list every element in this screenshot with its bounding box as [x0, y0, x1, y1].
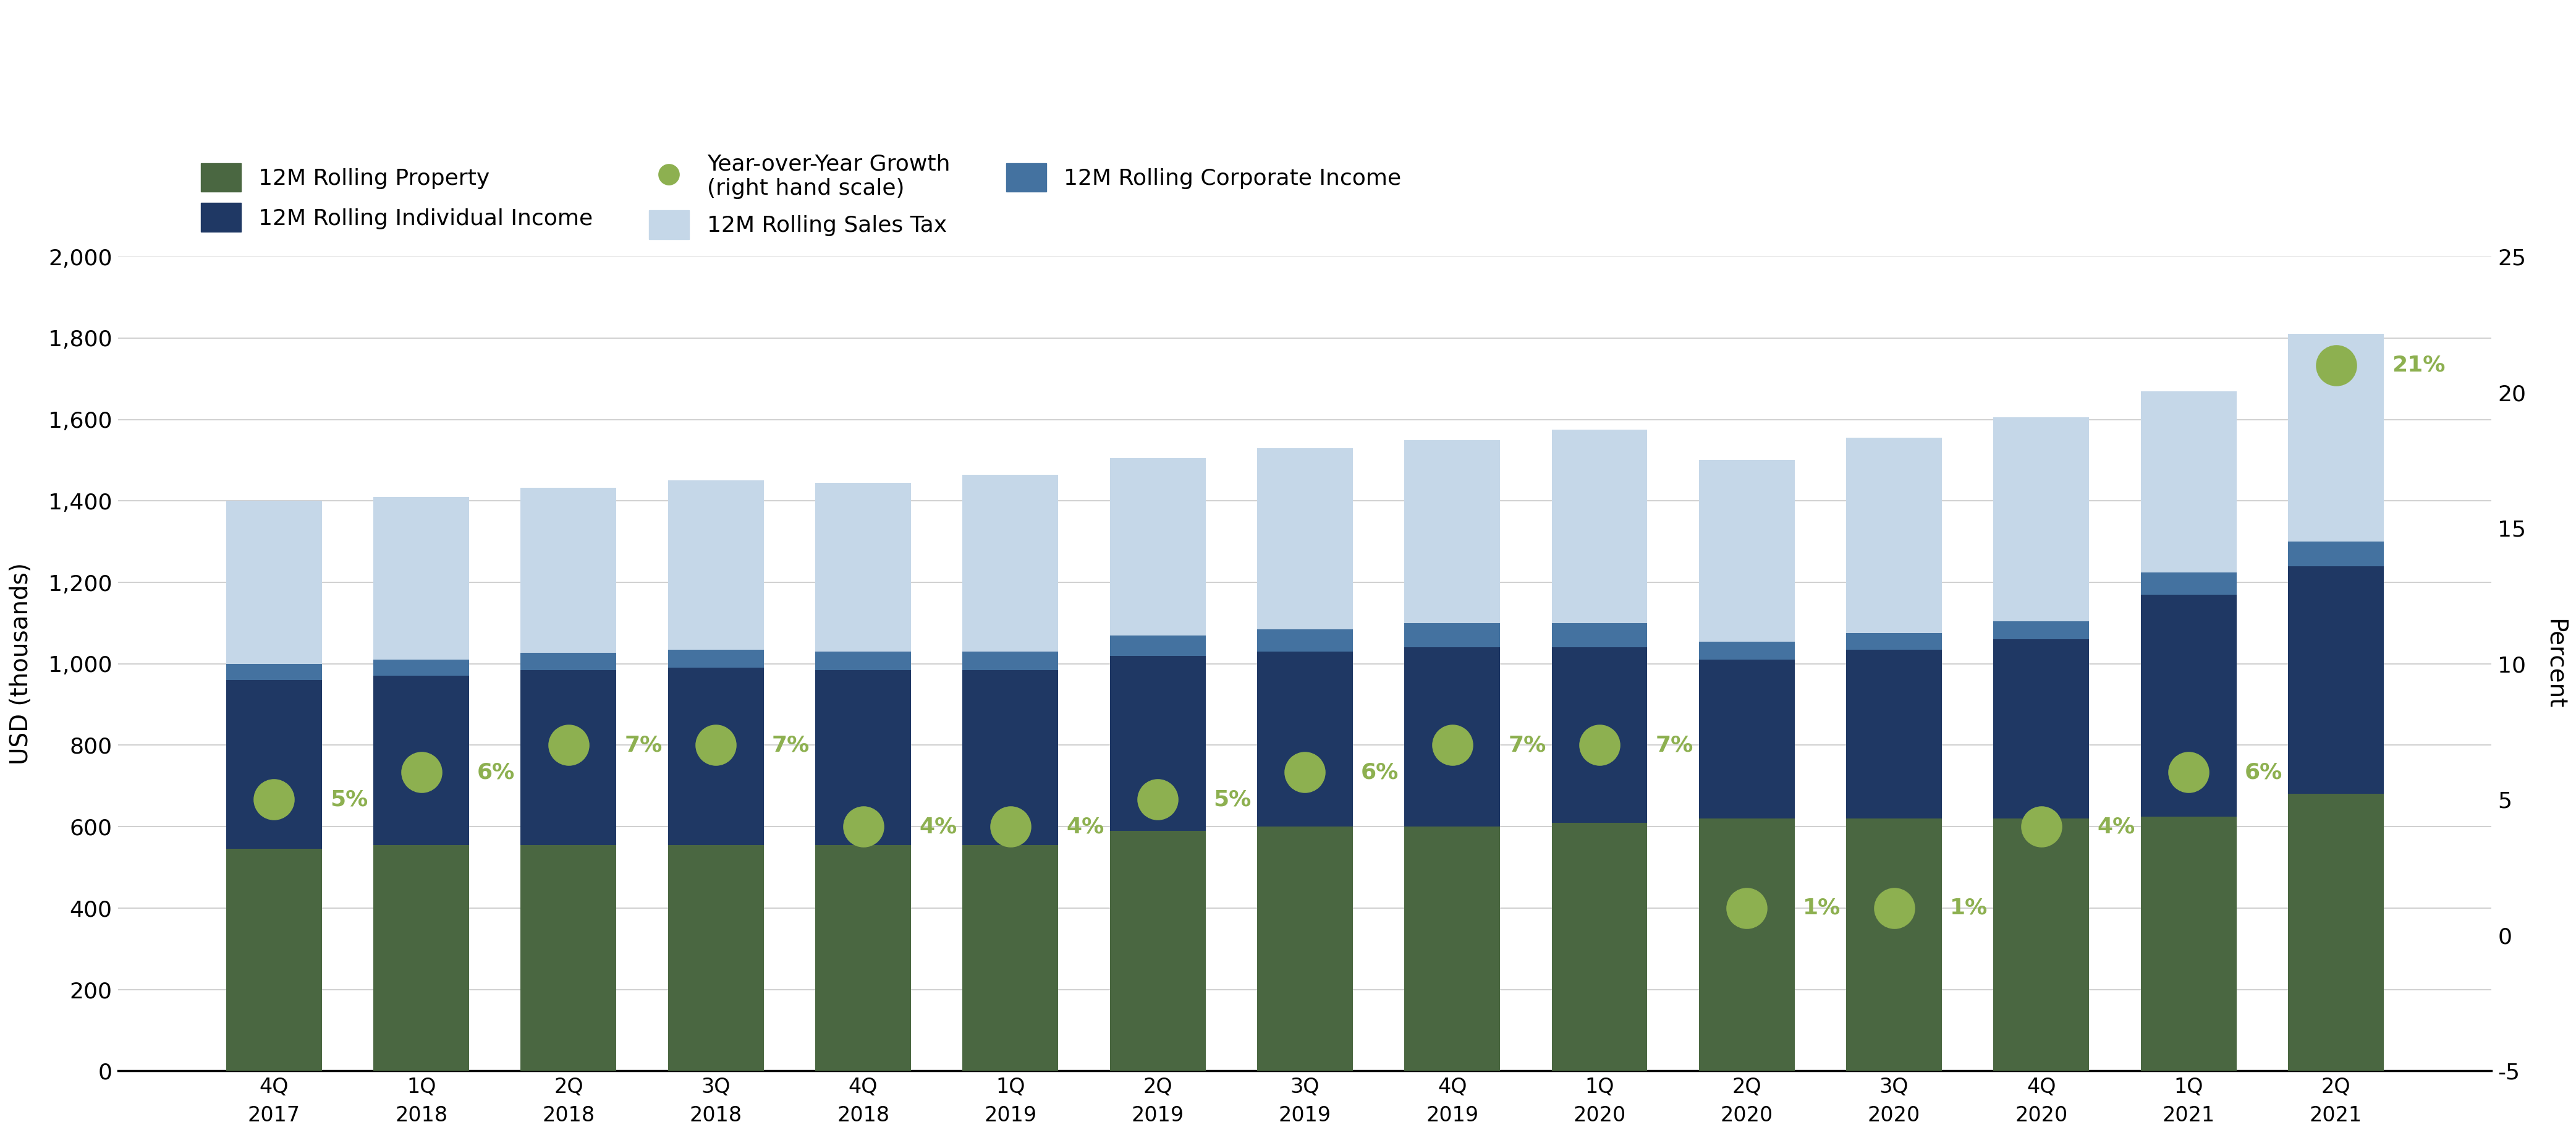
- Bar: [1257, 629, 1352, 651]
- Bar: [1110, 831, 1206, 1071]
- Text: 4%: 4%: [2097, 816, 2136, 838]
- Bar: [374, 676, 469, 844]
- Bar: [1551, 647, 1649, 823]
- Point: [1285, 763, 1327, 781]
- Text: 21%: 21%: [2393, 355, 2445, 376]
- Point: [549, 737, 590, 755]
- Text: 1%: 1%: [1803, 898, 1842, 918]
- Bar: [520, 670, 616, 844]
- Bar: [2287, 334, 2383, 541]
- Point: [2020, 817, 2061, 835]
- Bar: [1700, 460, 1795, 641]
- Bar: [814, 651, 912, 670]
- Point: [252, 790, 294, 808]
- Bar: [2141, 572, 2236, 595]
- Bar: [1847, 438, 1942, 633]
- Text: 7%: 7%: [623, 734, 662, 756]
- Bar: [963, 844, 1059, 1071]
- Point: [402, 763, 443, 781]
- Point: [1432, 737, 1473, 755]
- Bar: [1551, 430, 1649, 623]
- Bar: [1994, 418, 2089, 621]
- Text: 6%: 6%: [477, 762, 515, 783]
- Bar: [1404, 826, 1499, 1071]
- Y-axis label: USD (thousands): USD (thousands): [10, 563, 33, 765]
- Point: [1726, 899, 1767, 917]
- Bar: [2141, 392, 2236, 572]
- Bar: [1404, 440, 1499, 623]
- Bar: [1110, 636, 1206, 656]
- Bar: [1404, 623, 1499, 647]
- Bar: [227, 501, 322, 664]
- Point: [989, 817, 1030, 835]
- Bar: [1847, 649, 1942, 818]
- Text: 7%: 7%: [773, 734, 809, 756]
- Text: 1%: 1%: [1950, 898, 1989, 918]
- Bar: [963, 670, 1059, 844]
- Bar: [2287, 566, 2383, 794]
- Point: [1136, 790, 1177, 808]
- Bar: [667, 844, 762, 1071]
- Text: 6%: 6%: [1360, 762, 1399, 783]
- Text: 6%: 6%: [2244, 762, 2282, 783]
- Bar: [1700, 818, 1795, 1071]
- Bar: [2141, 816, 2236, 1071]
- Point: [2169, 763, 2210, 781]
- Bar: [667, 480, 762, 649]
- Bar: [2287, 794, 2383, 1071]
- Bar: [1847, 633, 1942, 649]
- Point: [696, 737, 737, 755]
- Point: [1579, 737, 1620, 755]
- Bar: [963, 651, 1059, 670]
- Bar: [227, 680, 322, 849]
- Bar: [1257, 826, 1352, 1071]
- Text: 4%: 4%: [920, 816, 956, 838]
- Bar: [1994, 621, 2089, 639]
- Bar: [227, 849, 322, 1071]
- Bar: [1110, 656, 1206, 831]
- Bar: [520, 488, 616, 653]
- Bar: [1257, 651, 1352, 826]
- Bar: [1700, 641, 1795, 659]
- Bar: [1551, 623, 1649, 647]
- Bar: [374, 497, 469, 659]
- Text: 4%: 4%: [1066, 816, 1105, 838]
- Text: 7%: 7%: [1656, 734, 1692, 756]
- Bar: [2287, 541, 2383, 566]
- Bar: [667, 667, 762, 844]
- Bar: [1257, 448, 1352, 629]
- Bar: [814, 482, 912, 651]
- Y-axis label: Percent: Percent: [2543, 619, 2566, 709]
- Text: 5%: 5%: [1213, 789, 1252, 810]
- Bar: [963, 474, 1059, 651]
- Point: [1873, 899, 1914, 917]
- Bar: [1847, 818, 1942, 1071]
- Bar: [1700, 659, 1795, 818]
- Legend: 12M Rolling Property, 12M Rolling Individual Income, Year-over-Year Growth
(righ: 12M Rolling Property, 12M Rolling Indivi…: [201, 154, 1401, 239]
- Bar: [1110, 459, 1206, 636]
- Bar: [227, 664, 322, 680]
- Point: [2316, 356, 2357, 375]
- Bar: [520, 844, 616, 1071]
- Bar: [2141, 595, 2236, 816]
- Bar: [1404, 647, 1499, 826]
- Bar: [374, 844, 469, 1071]
- Bar: [814, 670, 912, 844]
- Text: 5%: 5%: [330, 789, 368, 810]
- Bar: [1994, 818, 2089, 1071]
- Bar: [667, 649, 762, 667]
- Bar: [374, 659, 469, 676]
- Bar: [814, 844, 912, 1071]
- Point: [842, 817, 884, 835]
- Bar: [1994, 639, 2089, 818]
- Text: 7%: 7%: [1507, 734, 1546, 756]
- Bar: [1551, 823, 1649, 1071]
- Bar: [520, 653, 616, 670]
